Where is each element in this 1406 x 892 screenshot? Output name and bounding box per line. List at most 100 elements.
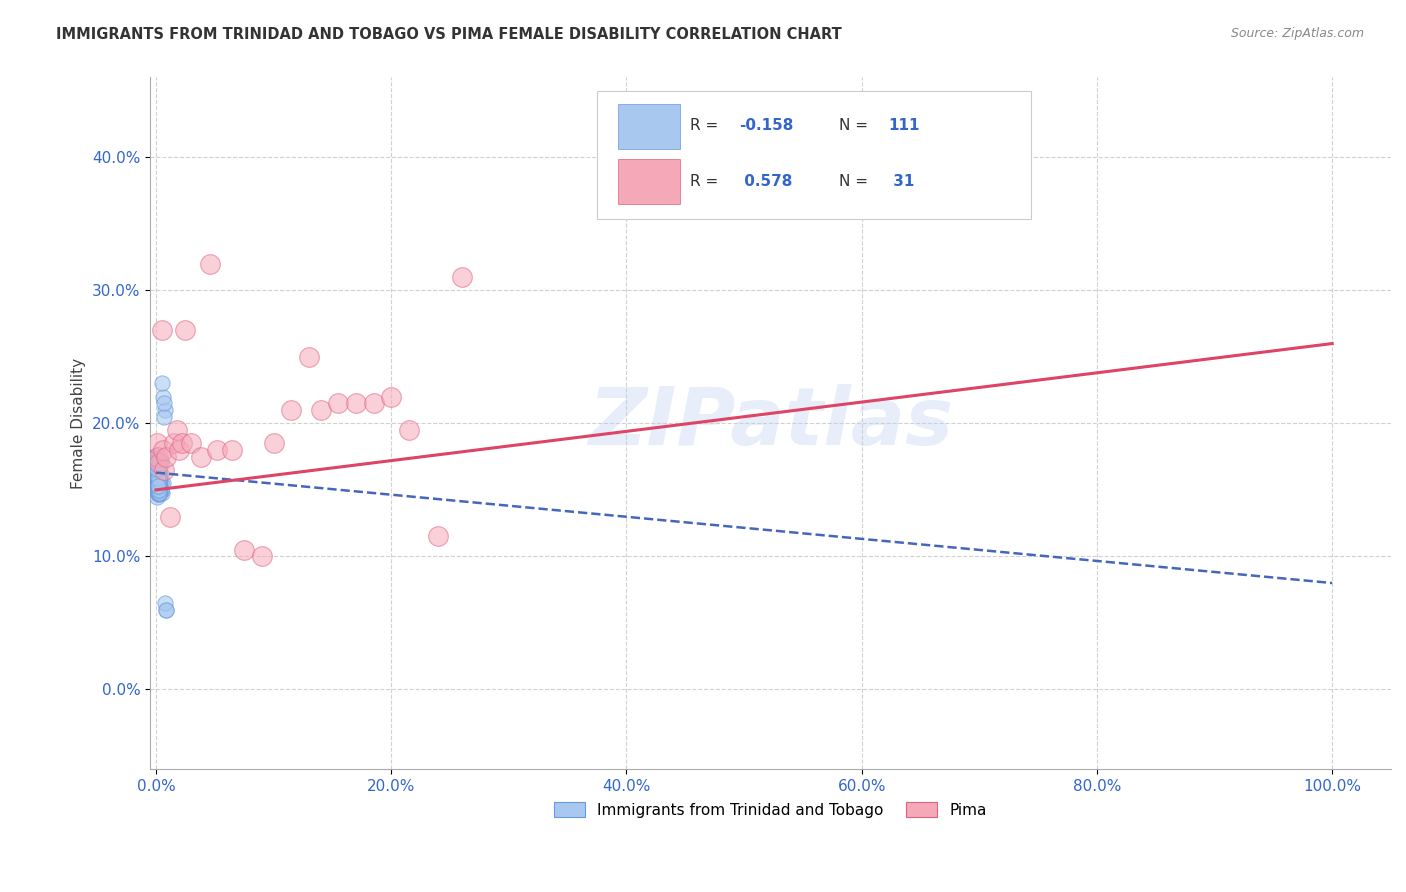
Point bbox=[148, 475, 170, 489]
Point bbox=[153, 463, 176, 477]
Point bbox=[146, 458, 169, 472]
Point bbox=[233, 542, 256, 557]
Point bbox=[153, 396, 176, 410]
Point bbox=[148, 450, 170, 464]
Point bbox=[146, 436, 169, 450]
Text: R =: R = bbox=[690, 174, 723, 189]
FancyBboxPatch shape bbox=[617, 159, 681, 204]
Point bbox=[263, 436, 285, 450]
Point bbox=[148, 468, 170, 483]
Point bbox=[155, 403, 177, 417]
Point bbox=[148, 477, 170, 491]
Point bbox=[146, 466, 169, 480]
Point bbox=[148, 467, 170, 481]
Point bbox=[148, 458, 170, 472]
Point bbox=[148, 463, 170, 477]
Text: IMMIGRANTS FROM TRINIDAD AND TOBAGO VS PIMA FEMALE DISABILITY CORRELATION CHART: IMMIGRANTS FROM TRINIDAD AND TOBAGO VS P… bbox=[56, 27, 842, 42]
Point bbox=[148, 471, 170, 485]
Point bbox=[148, 472, 170, 486]
Point bbox=[148, 464, 170, 478]
Point bbox=[146, 464, 169, 478]
Point bbox=[148, 455, 170, 469]
Point bbox=[148, 466, 170, 480]
Text: 31: 31 bbox=[889, 174, 915, 189]
Point bbox=[152, 442, 174, 457]
Point bbox=[146, 448, 169, 462]
Point bbox=[148, 483, 170, 497]
Point bbox=[280, 403, 302, 417]
Point bbox=[148, 450, 170, 464]
Point bbox=[146, 471, 169, 485]
Point bbox=[363, 396, 385, 410]
Point bbox=[146, 450, 169, 464]
Point bbox=[146, 477, 169, 491]
Point bbox=[146, 461, 169, 475]
Point bbox=[148, 479, 170, 493]
FancyBboxPatch shape bbox=[617, 103, 681, 149]
Point bbox=[148, 460, 170, 475]
Point bbox=[148, 479, 170, 493]
Point bbox=[198, 257, 221, 271]
Point bbox=[150, 485, 173, 500]
Point bbox=[148, 476, 170, 491]
Point bbox=[148, 468, 170, 483]
Point bbox=[150, 323, 173, 337]
Point bbox=[148, 471, 170, 485]
Point bbox=[148, 480, 170, 494]
Point bbox=[148, 474, 170, 488]
Point bbox=[153, 409, 176, 424]
Point bbox=[148, 487, 170, 501]
Point bbox=[148, 472, 170, 486]
Point bbox=[148, 475, 170, 489]
Point bbox=[148, 474, 170, 488]
Point bbox=[450, 270, 472, 285]
Point bbox=[148, 455, 170, 469]
Point bbox=[148, 483, 170, 497]
Point bbox=[344, 396, 367, 410]
Point bbox=[146, 463, 169, 477]
Point bbox=[148, 485, 170, 500]
Point bbox=[148, 455, 170, 469]
Point bbox=[155, 602, 177, 616]
Point bbox=[155, 602, 177, 616]
Point bbox=[169, 442, 191, 457]
Point bbox=[148, 456, 170, 470]
Point bbox=[148, 456, 170, 470]
Point bbox=[146, 458, 169, 473]
Point bbox=[146, 466, 169, 480]
Point bbox=[148, 485, 170, 500]
Point bbox=[146, 490, 169, 504]
Point bbox=[148, 480, 170, 494]
Point bbox=[146, 450, 169, 464]
Point bbox=[149, 484, 172, 499]
Point bbox=[148, 468, 170, 483]
Point bbox=[149, 476, 172, 491]
Point bbox=[148, 483, 170, 497]
Point bbox=[148, 475, 170, 489]
Point bbox=[146, 456, 169, 470]
Point bbox=[148, 453, 170, 467]
Point bbox=[162, 436, 184, 450]
Point bbox=[148, 474, 170, 488]
Point bbox=[148, 472, 170, 486]
Point bbox=[398, 423, 420, 437]
Text: N =: N = bbox=[839, 174, 873, 189]
Point bbox=[146, 458, 169, 473]
Point bbox=[221, 442, 243, 457]
Point bbox=[170, 436, 193, 450]
Y-axis label: Female Disability: Female Disability bbox=[72, 358, 86, 489]
Point bbox=[148, 469, 170, 483]
Text: Source: ZipAtlas.com: Source: ZipAtlas.com bbox=[1230, 27, 1364, 40]
Point bbox=[148, 472, 170, 486]
Point bbox=[146, 475, 169, 489]
Text: 0.578: 0.578 bbox=[740, 174, 793, 189]
FancyBboxPatch shape bbox=[596, 91, 1031, 219]
Point bbox=[250, 549, 273, 564]
Point bbox=[148, 466, 170, 480]
Point bbox=[148, 477, 170, 491]
Point bbox=[148, 479, 170, 493]
Point bbox=[148, 474, 170, 488]
Point bbox=[146, 469, 169, 483]
Legend: Immigrants from Trinidad and Tobago, Pima: Immigrants from Trinidad and Tobago, Pim… bbox=[548, 796, 993, 824]
Point bbox=[149, 453, 172, 467]
